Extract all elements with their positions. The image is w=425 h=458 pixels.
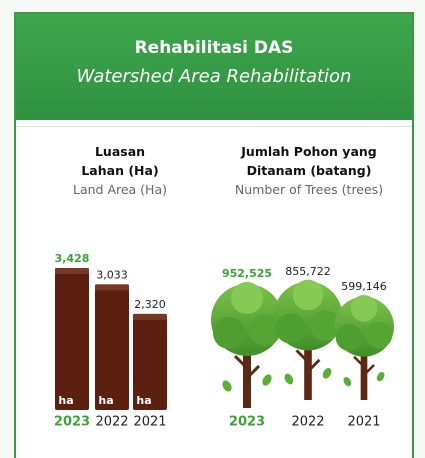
tree [211,282,283,408]
bar-shine [95,284,129,291]
leaf [262,374,272,386]
bar-shine [55,268,89,274]
x-tick-label: 2023 [54,415,90,430]
canopy [249,314,281,346]
branch [353,355,365,368]
chart-title: Jumlah Pohon yang Ditanam (batang) [241,144,377,178]
header: Rehabilitasi DAS Watershed Area Rehabili… [16,14,412,120]
tree [334,295,394,400]
tree [273,279,343,400]
x-tick-label: 2021 [347,415,380,430]
canopy [292,279,324,311]
value-label: 599,146 [341,280,387,293]
bar-unit: ha [136,394,151,407]
chart-heading: Jumlah Pohon yang Ditanam (batang) Numbe… [224,142,394,199]
title: Rehabilitasi DAS [134,38,294,58]
chart-subtitle: Number of Trees (trees) [234,182,384,197]
bar [55,268,89,410]
canopy [213,317,245,349]
canopy [231,282,263,314]
bar-shine [133,313,167,320]
canopy [275,313,307,344]
leaf [376,372,385,382]
branch [245,364,261,380]
canopy [309,310,341,341]
subtitle: Watershed Area Rehabilitation [76,66,352,87]
canopy [350,295,378,322]
branch [295,349,310,363]
chart-heading: Luasan Lahan (Ha) Land Area (Ha) [72,142,168,199]
bar [133,313,167,410]
value-label: 855,722 [285,265,331,278]
leaf [222,380,232,392]
chart-title: Luasan Lahan (Ha) [81,144,159,178]
chart-subtitle: Land Area (Ha) [72,182,167,197]
branch [363,364,375,376]
trunk [360,333,368,400]
separator [16,126,412,127]
value-label: 3,428 [55,252,90,265]
leaf [322,367,332,379]
x-tick-label: 2022 [291,415,324,430]
canopy [365,321,393,349]
bar-unit: ha [98,394,113,407]
value-label: 2,320 [134,298,166,311]
x-tick-label: 2021 [133,415,166,430]
leaf [284,373,294,385]
value-label: 3,033 [96,268,128,281]
value-label: 952,525 [222,267,272,280]
canopy [335,324,363,351]
x-tick-label: 2022 [95,415,128,430]
x-tick-label: 2023 [229,415,265,430]
leaf [343,377,352,387]
branch [233,354,249,370]
bar [95,284,129,410]
trunk [304,323,312,400]
bar-unit: ha [58,394,73,407]
branch [306,358,321,373]
